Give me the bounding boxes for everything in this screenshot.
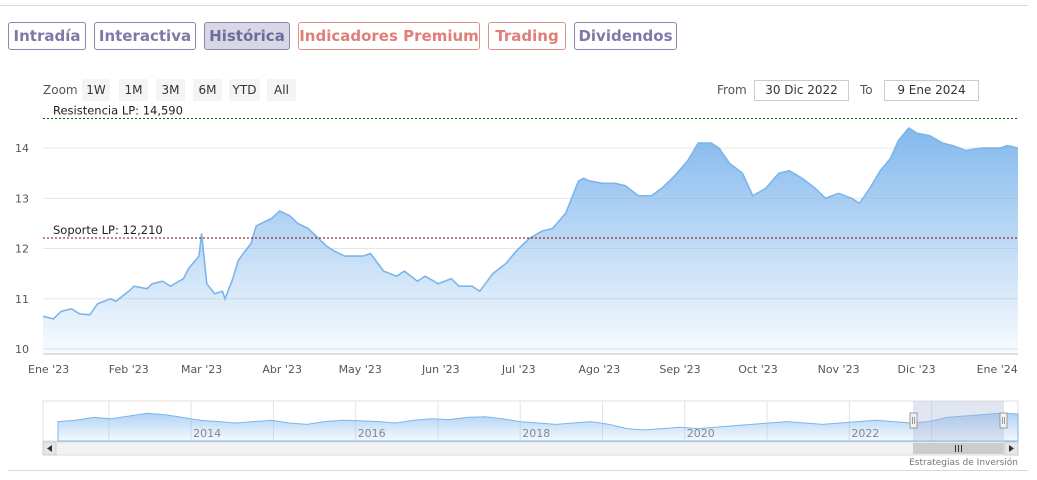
x-tick-label: Dic '23: [898, 363, 936, 376]
resistance-label: Resistencia LP: 14,590: [53, 104, 183, 118]
x-tick-label: Abr '23: [262, 363, 302, 376]
support-label: Soporte LP: 12,210: [53, 223, 163, 237]
chart-credit[interactable]: Estrategias de Inversión: [909, 457, 1018, 468]
x-tick-label: Oct '23: [738, 363, 778, 376]
y-tick-label: 14: [15, 142, 29, 155]
zoom-1w-button[interactable]: 1W: [82, 79, 110, 101]
x-tick-label: Ago '23: [579, 363, 621, 376]
x-tick-label: Nov '23: [818, 363, 860, 376]
navigator-series: [57, 412, 1019, 442]
to-label: To: [860, 83, 873, 97]
x-tick-label: Jun '23: [421, 363, 460, 376]
from-date-input[interactable]: 30 Dic 2022: [754, 80, 849, 101]
y-tick-label: 10: [15, 343, 29, 356]
scrollbar-track[interactable]: [42, 441, 1019, 456]
x-tick-label: Ene '23: [28, 363, 69, 376]
zoom-label: Zoom: [43, 83, 78, 97]
navigator-year-label: 2020: [687, 427, 715, 440]
arrow-left-icon: [47, 445, 52, 452]
zoom-6m-button[interactable]: 6M: [193, 79, 222, 101]
arrow-right-icon: [1009, 445, 1014, 452]
scrollbar[interactable]: [42, 441, 1019, 456]
x-tick-label: Mar '23: [181, 363, 222, 376]
x-tick-label: Sep '23: [659, 363, 700, 376]
navigator-year-label: 2018: [522, 427, 550, 440]
zoom-ytd-button[interactable]: YTD: [229, 79, 260, 101]
x-tick-label: Jul '23: [501, 363, 536, 376]
navigator-year-label: 2022: [851, 427, 879, 440]
y-tick-label: 11: [15, 293, 29, 306]
to-date-input[interactable]: 9 Ene 2024: [884, 80, 979, 101]
navigator-right-handle[interactable]: [999, 412, 1008, 429]
x-axis: Ene '23 Feb '23 Mar '23 Abr '23 May '23 Jun '…: [28, 363, 1018, 376]
bottom-divider: [8, 470, 1028, 471]
tab-trading[interactable]: Trading: [488, 22, 566, 50]
navigator-left-handle[interactable]: [909, 412, 918, 429]
navigator-selection[interactable]: [913, 401, 1004, 441]
navigator[interactable]: 2014 2016 2018 2020 2022: [42, 400, 1019, 442]
zoom-1m-button[interactable]: 1M: [119, 79, 148, 101]
y-tick-label: 13: [15, 192, 29, 205]
navigator-year-label: 2016: [358, 427, 386, 440]
tab-historica[interactable]: Histórica: [204, 22, 290, 50]
tab-indicadores-premium[interactable]: Indicadores Premium: [298, 22, 480, 50]
tab-dividendos[interactable]: Dividendos: [574, 22, 677, 50]
tab-intradia[interactable]: Intradía: [8, 22, 86, 50]
navigator-year-label: 2014: [193, 427, 221, 440]
y-axis: 10 11 12 13 14: [15, 142, 29, 356]
from-label: From: [717, 83, 747, 97]
price-area: [43, 128, 1018, 354]
x-tick-label: Feb '23: [109, 363, 149, 376]
navigator-year-labels: 2014 2016 2018 2020 2022: [193, 427, 879, 440]
x-tick-label: May '23: [339, 363, 382, 376]
y-tick-label: 12: [15, 243, 29, 256]
top-divider: [0, 5, 1028, 6]
price-line: [42, 126, 1019, 320]
zoom-3m-button[interactable]: 3M: [156, 79, 185, 101]
tab-interactiva[interactable]: Interactiva: [94, 22, 196, 50]
x-tick-label: Ene '24: [977, 363, 1018, 376]
zoom-all-button[interactable]: All: [267, 79, 296, 101]
